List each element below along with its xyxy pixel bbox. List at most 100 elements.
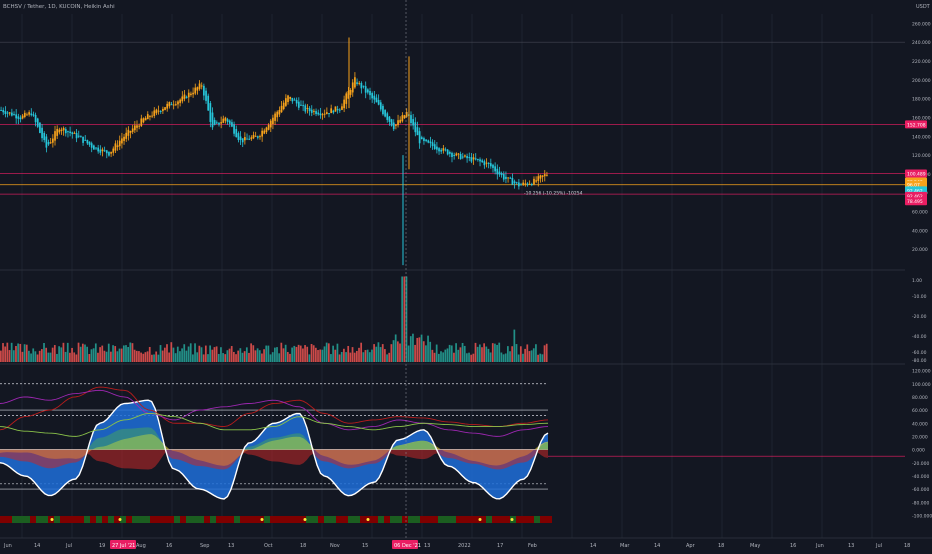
volume-bar [49, 352, 52, 362]
candle-body [34, 114, 37, 123]
candle-body [153, 110, 156, 116]
candle-body [49, 142, 52, 144]
signal-segment [336, 516, 342, 523]
candle-body [222, 118, 225, 123]
candle-body [207, 95, 210, 111]
candle-body [62, 127, 65, 131]
volume-bar [151, 354, 153, 362]
signal-segment [522, 516, 528, 523]
volume-bar [12, 350, 15, 362]
time-tick: Aug [136, 543, 146, 549]
candle-body [343, 99, 345, 109]
osc-tick: 20.000 [912, 434, 928, 440]
time-tick: 18 [718, 543, 724, 549]
volume-bar [509, 351, 511, 362]
volume-bar [429, 341, 432, 362]
osc-tick: -20.000 [912, 461, 930, 467]
volume-bar [157, 354, 160, 362]
volume-bar [239, 348, 242, 362]
signal-segment [210, 516, 216, 523]
candle-body [358, 82, 361, 84]
candle-body [276, 111, 279, 118]
volume-bar [38, 350, 41, 362]
volume-bar [30, 353, 32, 362]
candles-series[interactable]: -10.256 (-10.25%) -10254 [0, 37, 583, 266]
signal-segment [546, 516, 552, 523]
volume-bar [217, 353, 220, 362]
signal-segment [198, 516, 204, 523]
volume-bar [371, 349, 373, 362]
candle-body [334, 106, 337, 112]
candle-body [198, 83, 201, 89]
candle-body [192, 92, 194, 95]
volume-bar [90, 349, 93, 362]
volume-bar [360, 342, 363, 362]
volume-bar [444, 349, 447, 362]
volume-bar [278, 353, 281, 362]
candle-body [457, 153, 460, 155]
volume-bar [187, 346, 190, 362]
volume-bar [140, 352, 142, 362]
price-tick: 220.000 [912, 59, 931, 65]
volume-bar [297, 344, 300, 362]
volume-bar [435, 344, 438, 362]
time-tick: 19 [99, 543, 105, 549]
candle-body [86, 139, 89, 144]
volume-bar [422, 341, 425, 362]
signal-segment [450, 516, 456, 523]
volume-bar [351, 347, 354, 362]
candle-body [289, 96, 292, 99]
candle-body [306, 108, 309, 110]
volume-bar [405, 276, 408, 362]
candle-body [203, 85, 205, 96]
volume-bar [142, 353, 145, 362]
candle-body [328, 113, 330, 115]
candle-body [224, 117, 227, 121]
volume-bar [500, 352, 503, 362]
candle-body [19, 117, 22, 120]
candle-body [196, 87, 199, 91]
signal-segment [102, 516, 108, 523]
price-tick: 200.000 [912, 78, 931, 84]
time-tick: 17 [497, 543, 503, 549]
candle-body [166, 103, 169, 109]
signal-segment [264, 516, 270, 523]
candle-body [541, 175, 544, 177]
signal-segment [78, 516, 84, 523]
candle-body [390, 119, 393, 126]
candle-body [82, 136, 84, 143]
volume-bar [248, 352, 250, 362]
candle-body [429, 141, 432, 144]
volume-series [0, 276, 548, 362]
volume-bar [325, 342, 328, 362]
volume-bar [271, 352, 274, 362]
candle-body [410, 115, 412, 124]
candle-body [90, 143, 93, 148]
candle-body [382, 105, 384, 115]
candle-body [56, 128, 59, 136]
candle-body [250, 137, 253, 140]
candle-body [496, 168, 499, 175]
candle-body [315, 111, 317, 115]
candle-body [185, 96, 188, 98]
volume-tick: -40.00 [912, 334, 927, 340]
signal-segment [360, 516, 366, 523]
candle-body [181, 96, 184, 102]
volume-bar [386, 354, 388, 362]
volume-bar [526, 344, 529, 362]
candle-body [11, 112, 13, 116]
candle-body [256, 136, 259, 138]
volume-bar [207, 354, 209, 362]
volume-bar [347, 345, 350, 362]
signal-segment [390, 516, 396, 523]
time-tick: 15 [362, 543, 368, 549]
volume-bar [524, 348, 526, 362]
osc-tick: 0.000 [912, 448, 925, 454]
signal-segment [312, 516, 318, 523]
candle-body [220, 122, 223, 124]
candle-body [172, 104, 175, 106]
candle-body [114, 143, 117, 151]
signal-segment [234, 516, 240, 523]
